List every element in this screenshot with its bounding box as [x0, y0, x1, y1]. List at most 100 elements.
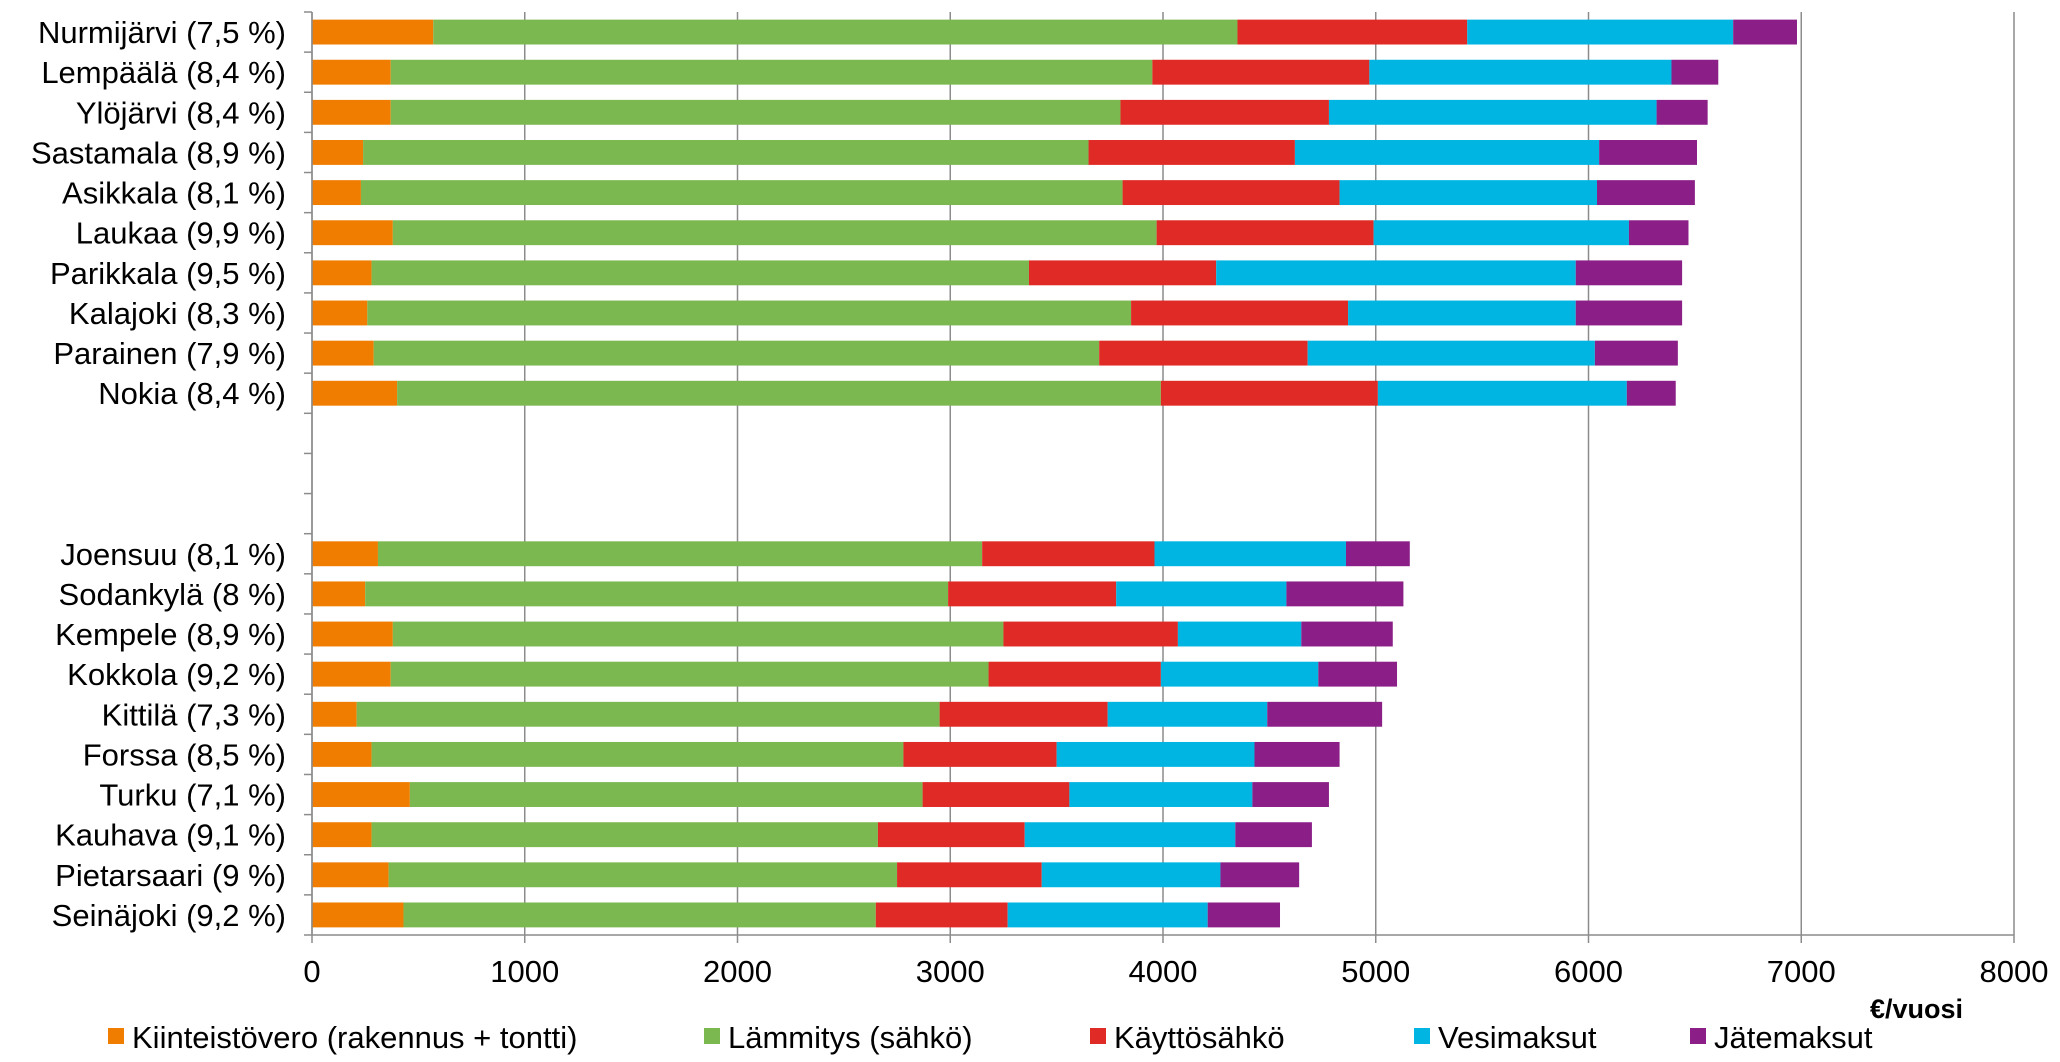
x-tick-label-6000: 6000: [1554, 954, 1623, 989]
bar-jatemaksut-parikkala-9-5: [1575, 260, 1683, 286]
bar-kiinteistovero-rakennus-tontti-joensuu-8-1: [312, 541, 378, 567]
bar-lammitys-sahko-nurmijarvi-7-5: [433, 19, 1238, 45]
bar-lammitys-sahko-sastamala-8-9: [363, 140, 1089, 165]
bar-lammitys-sahko-joensuu-8-1: [377, 541, 983, 567]
bar-vesimaksut-sodankyla-8: [1116, 581, 1287, 607]
bar-kayttosahko-forssa-8-5: [903, 741, 1057, 767]
category-label: Parikkala (9,5 %): [50, 256, 286, 291]
bar-kiinteistovero-rakennus-tontti-kauhava-9-1: [312, 822, 372, 848]
bar-kayttosahko-parainen-7-9: [1099, 340, 1308, 366]
bar-jatemaksut-laukaa-9-9: [1628, 220, 1689, 246]
category-label: Turku (7,1 %): [99, 778, 286, 813]
bar-vesimaksut-parikkala-9-5: [1216, 260, 1576, 286]
bar-kiinteistovero-rakennus-tontti-parainen-7-9: [312, 340, 374, 366]
category-label: Kittilä (7,3 %): [102, 697, 286, 732]
x-tick-labels: 0 1000 2000 3000 4000 5000 6000 7000 8000: [303, 954, 2048, 989]
bar-kiinteistovero-rakennus-tontti-nokia-8-4: [312, 380, 398, 406]
category-label: Kokkola (9,2 %): [67, 657, 286, 692]
bar-jatemaksut-lempaala-8-4: [1671, 59, 1719, 85]
bar-vesimaksut-kittila-7-3: [1107, 701, 1268, 727]
x-axis-title: €/vuosi: [1870, 994, 1963, 1024]
bar-vesimaksut-turku-7-1: [1069, 782, 1253, 807]
legend-label: Käyttösähkö: [1114, 1020, 1285, 1055]
category-label: Kempele (8,9 %): [55, 617, 286, 652]
bar-kiinteistovero-rakennus-tontti-forssa-8-5: [312, 741, 372, 767]
bar-kayttosahko-sastamala-8-9: [1088, 140, 1295, 165]
bar-kayttosahko-kokkola-9-2: [988, 661, 1161, 687]
bar-jatemaksut-joensuu-8-1: [1345, 541, 1410, 567]
legend-swatch: [1414, 1028, 1430, 1044]
bar-lammitys-sahko-kempele-8-9: [392, 621, 1004, 647]
legend-swatch: [1690, 1028, 1706, 1044]
bar-lammitys-sahko-parainen-7-9: [373, 340, 1100, 366]
bar-kiinteistovero-rakennus-tontti-sodankyla-8: [312, 581, 366, 607]
bar-kiinteistovero-rakennus-tontti-parikkala-9-5: [312, 260, 372, 286]
bar-kiinteistovero-rakennus-tontti-seinajoki-9-2: [312, 902, 404, 928]
x-tick-label-8000: 8000: [1980, 954, 2049, 989]
legend-swatch: [704, 1028, 720, 1044]
bar-jatemaksut-asikkala-8-1: [1597, 180, 1695, 206]
bar-lammitys-sahko-sodankyla-8: [365, 581, 949, 607]
legend-label: Kiinteistövero (rakennus + tontti): [132, 1020, 577, 1055]
bar-jatemaksut-nurmijarvi-7-5: [1733, 19, 1797, 45]
legend-swatch: [1090, 1028, 1106, 1044]
bar-kayttosahko-kittila-7-3: [939, 701, 1108, 727]
bar-kiinteistovero-rakennus-tontti-kempele-8-9: [312, 621, 393, 647]
bar-kayttosahko-sodankyla-8: [948, 581, 1117, 607]
bar-kiinteistovero-rakennus-tontti-kittila-7-3: [312, 701, 357, 727]
category-label: Seinäjoki (9,2 %): [52, 898, 286, 933]
bar-lammitys-sahko-kokkola-9-2: [390, 661, 989, 687]
gridlines: [311, 12, 2015, 935]
category-label: Pietarsaari (9 %): [55, 858, 286, 893]
category-label: Lempäälä (8,4 %): [41, 55, 286, 90]
legend-item-vesimaksut: Vesimaksut: [1414, 1020, 1597, 1055]
bar-vesimaksut-lempaala-8-4: [1369, 59, 1672, 85]
x-tick-label-3000: 3000: [916, 954, 985, 989]
bars: [312, 19, 1797, 928]
category-label: Asikkala (8,1 %): [62, 176, 286, 211]
bar-lammitys-sahko-parikkala-9-5: [371, 260, 1029, 286]
category-label: Laukaa (9,9 %): [76, 216, 286, 251]
category-label: Sastamala (8,9 %): [31, 135, 286, 170]
bar-kayttosahko-kauhava-9-1: [877, 822, 1025, 848]
bar-lammitys-sahko-lempaala-8-4: [390, 59, 1153, 85]
bar-jatemaksut-forssa-8-5: [1254, 741, 1340, 767]
bar-jatemaksut-parainen-7-9: [1594, 340, 1678, 366]
bar-vesimaksut-seinajoki-9-2: [1007, 902, 1208, 928]
legend-label: Lämmitys (sähkö): [728, 1020, 973, 1055]
bar-kayttosahko-asikkala-8-1: [1122, 180, 1340, 206]
bar-lammitys-sahko-kauhava-9-1: [371, 822, 878, 848]
x-tick-label-5000: 5000: [1341, 954, 1410, 989]
legend-item-kayttosahko: Käyttösähkö: [1090, 1020, 1285, 1055]
bar-vesimaksut-kempele-8-9: [1177, 621, 1302, 647]
bar-lammitys-sahko-laukaa-9-9: [392, 220, 1157, 246]
bar-kiinteistovero-rakennus-tontti-pietarsaari-9: [312, 862, 389, 888]
bar-kayttosahko-turku-7-1: [922, 782, 1070, 807]
bar-vesimaksut-forssa-8-5: [1056, 741, 1255, 767]
bar-vesimaksut-kokkola-9-2: [1160, 661, 1319, 687]
bar-jatemaksut-ylojarvi-8-4: [1656, 99, 1708, 125]
bar-lammitys-sahko-seinajoki-9-2: [403, 902, 876, 928]
bar-kiinteistovero-rakennus-tontti-nurmijarvi-7-5: [312, 19, 434, 45]
legend-item-kiinteistovero-rakennus-tontti: Kiinteistövero (rakennus + tontti): [108, 1020, 577, 1055]
bar-jatemaksut-kauhava-9-1: [1235, 822, 1312, 848]
category-label: Nurmijärvi (7,5 %): [38, 15, 286, 50]
bar-vesimaksut-asikkala-8-1: [1339, 180, 1598, 206]
bar-kayttosahko-lempaala-8-4: [1152, 59, 1370, 85]
bar-jatemaksut-kokkola-9-2: [1318, 661, 1398, 687]
bar-vesimaksut-sastamala-8-9: [1294, 140, 1600, 165]
bar-vesimaksut-joensuu-8-1: [1154, 541, 1346, 567]
bar-kiinteistovero-rakennus-tontti-turku-7-1: [312, 782, 410, 807]
bar-kiinteistovero-rakennus-tontti-sastamala-8-9: [312, 140, 364, 165]
bar-lammitys-sahko-nokia-8-4: [397, 380, 1161, 406]
bar-jatemaksut-nokia-8-4: [1626, 380, 1676, 406]
category-label: Ylöjärvi (8,4 %): [76, 95, 286, 130]
bar-vesimaksut-kalajoki-8-3: [1348, 300, 1576, 326]
legend-item-jatemaksut: Jätemaksut: [1690, 1020, 1873, 1055]
legend-label: Vesimaksut: [1438, 1020, 1597, 1055]
legend: Kiinteistövero (rakennus + tontti) Lämmit…: [108, 1020, 1873, 1055]
x-tick-label-1000: 1000: [490, 954, 559, 989]
bar-lammitys-sahko-forssa-8-5: [371, 741, 904, 767]
axes: [304, 11, 2015, 943]
